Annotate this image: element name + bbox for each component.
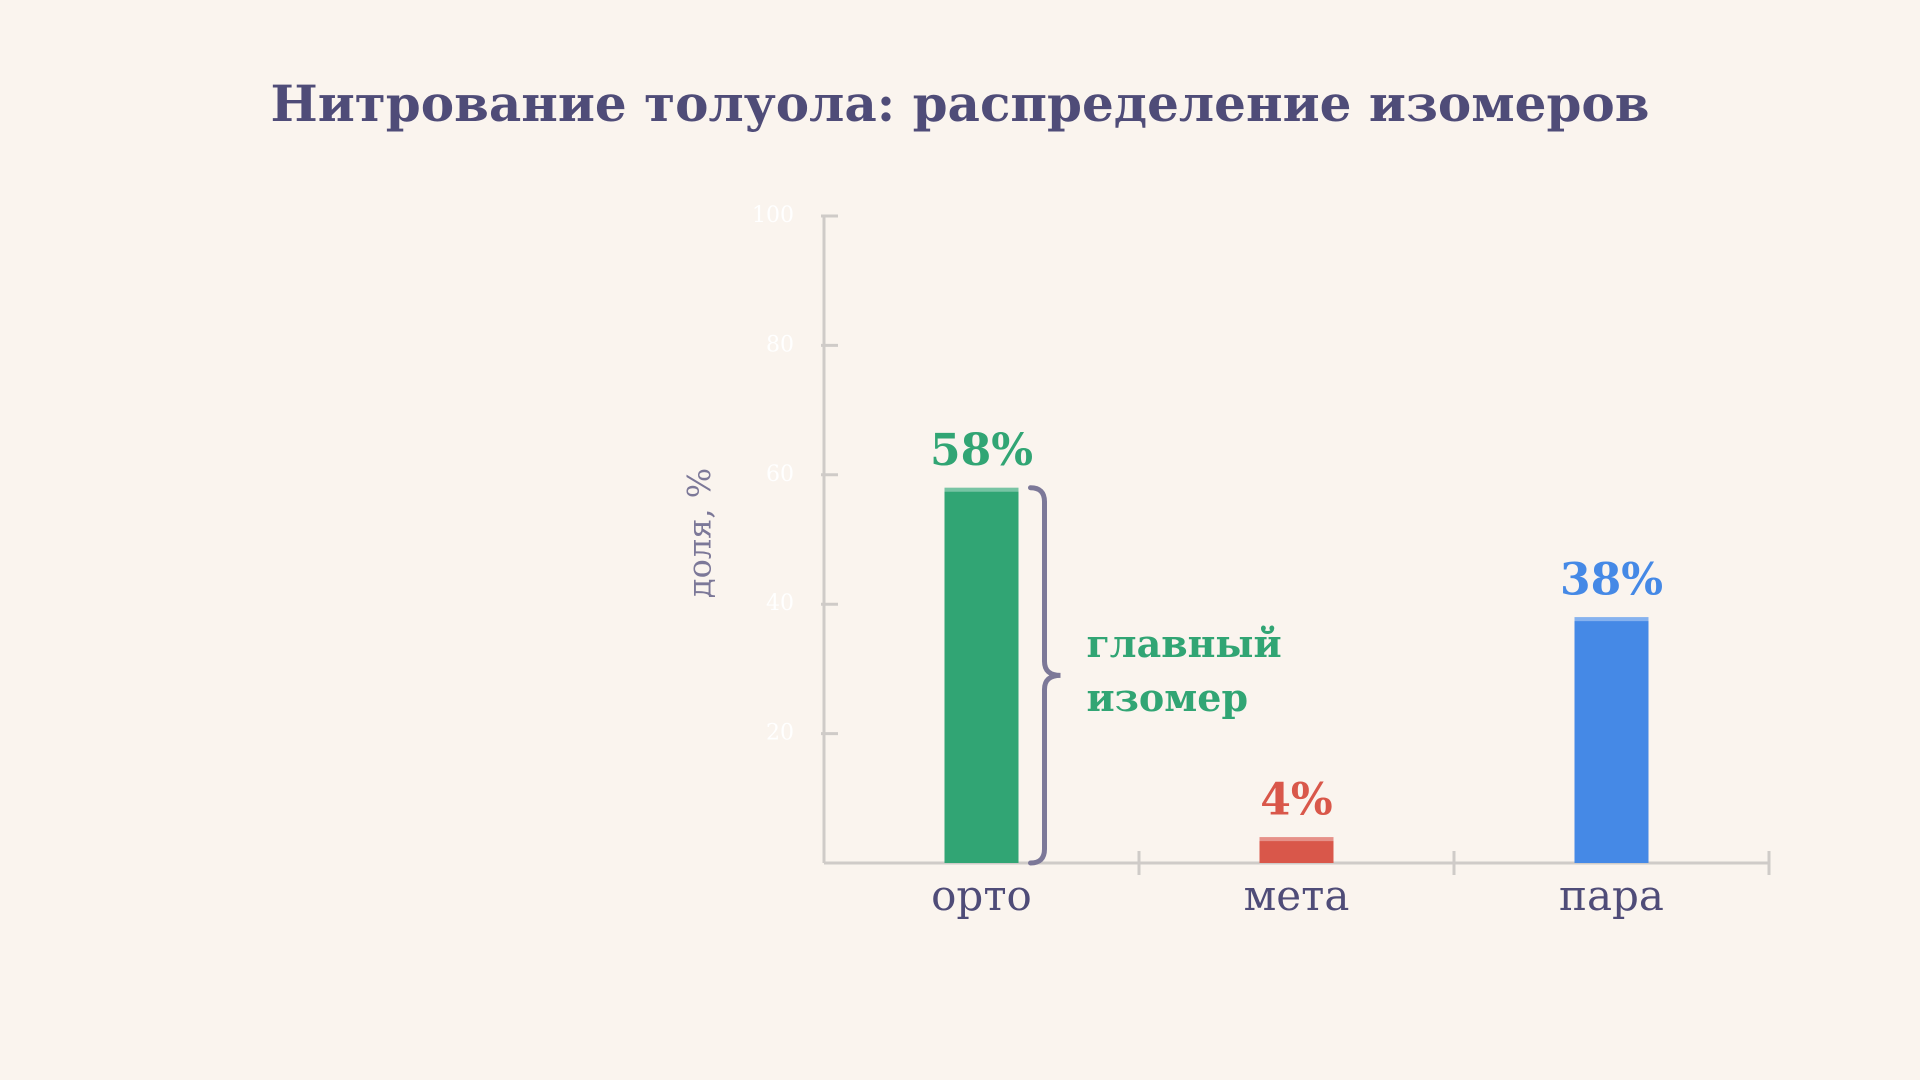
bar	[1259, 837, 1334, 863]
bar-highlight	[944, 487, 1019, 492]
value-label: 38%	[1560, 555, 1663, 606]
y-tick-label: 60	[766, 462, 794, 487]
bar-highlight	[1574, 617, 1649, 622]
bar-highlight	[1259, 837, 1334, 842]
x-tick-label: орто	[931, 871, 1032, 920]
value-label: 4%	[1260, 775, 1332, 826]
y-tick-label: 40	[766, 591, 794, 616]
annotation: главный	[1087, 621, 1282, 666]
brace	[1028, 485, 1061, 866]
value-label: 58%	[930, 425, 1033, 476]
bar	[944, 487, 1019, 863]
y-tick-label: 100	[752, 203, 794, 228]
chart-title: Нитрование толуола: распределение изомер…	[270, 74, 1649, 133]
x-tick-label: мета	[1244, 871, 1350, 920]
x-tick-label: пара	[1559, 871, 1664, 920]
y-axis-label: доля, %	[681, 468, 719, 598]
bar	[1574, 617, 1649, 863]
annotation: изомер	[1087, 675, 1249, 720]
y-tick-label: 20	[766, 721, 794, 746]
y-tick-label: 80	[766, 332, 794, 357]
